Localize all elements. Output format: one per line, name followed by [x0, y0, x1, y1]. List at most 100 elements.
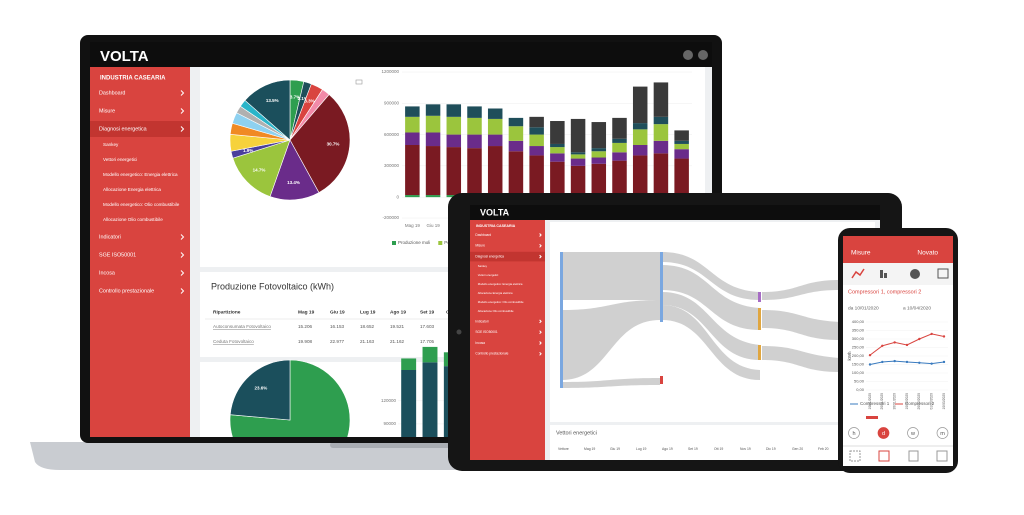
bar-segment	[674, 140, 689, 144]
table-header: Lug 19	[360, 309, 376, 315]
slice-label: 23.6%	[254, 385, 267, 390]
sidebar-subitem[interactable]: Modello energetico: Energia elettrica	[478, 282, 523, 286]
site-select[interactable]: Novato	[917, 250, 938, 257]
slice-label: 3.7%	[290, 94, 300, 99]
sidebar-item[interactable]: Incosa	[99, 270, 115, 276]
period-button[interactable]	[848, 427, 860, 439]
tab-icon[interactable]	[884, 273, 887, 278]
sidebar-item[interactable]: Indicatori	[475, 319, 488, 323]
sidebar-subitem[interactable]: Sankey	[478, 264, 488, 268]
bar-segment	[425, 115, 441, 133]
sankey-node	[758, 345, 761, 360]
tab-icon[interactable]	[851, 268, 865, 279]
sidebar-item[interactable]: Controllo prestazionale	[99, 288, 154, 294]
selector[interactable]: Compressori 1, compressori 2	[848, 289, 921, 295]
sidebar-item[interactable]: Diagnosi energetica	[99, 126, 147, 132]
nav-icon[interactable]	[908, 450, 919, 462]
nav-icon[interactable]	[936, 450, 948, 462]
period-label[interactable]: h	[852, 431, 855, 437]
section-title: Vettori energetici	[556, 430, 597, 436]
nav-icon[interactable]	[878, 450, 890, 462]
sidebar-item[interactable]: Dashboard	[475, 233, 491, 237]
sidebar-subitem[interactable]: Allocazione Energia elettrica	[478, 291, 513, 295]
slice-label: 14.7%	[253, 167, 266, 172]
bar-segment	[446, 104, 462, 117]
y-tick-label: 200,00	[852, 353, 865, 358]
bar-segment	[591, 122, 607, 149]
table-header: Gen 20	[792, 447, 803, 451]
legend-swatch	[438, 241, 443, 245]
bar-segment	[653, 82, 669, 117]
bar-segment	[487, 108, 503, 119]
sidebar-item[interactable]: Incosa	[475, 341, 485, 345]
icon[interactable]	[698, 50, 708, 60]
sidebar-item[interactable]: SGE ISO50001	[475, 330, 497, 334]
table-header: Set 19	[420, 309, 434, 315]
bar-segment	[612, 142, 627, 153]
sidebar-subitem[interactable]: Allocazione Olio combustibile	[103, 217, 163, 222]
point	[893, 341, 896, 344]
sidebar-title: INDUSTRIA CASEARIA	[476, 224, 516, 228]
sidebar-subitem[interactable]: Allocazione Olio combustibile	[478, 309, 514, 313]
menu-icon[interactable]	[355, 79, 363, 85]
x-tick-label: 10/02/2020	[905, 393, 909, 410]
point	[930, 332, 933, 336]
sidebar-item[interactable]: Dashboard	[99, 90, 125, 96]
bar-segment	[612, 138, 627, 143]
period-button[interactable]	[877, 427, 890, 439]
sidebar-subitem[interactable]: Vettori energetici	[478, 273, 499, 277]
chevron	[539, 243, 542, 248]
bar-segment	[422, 362, 438, 437]
period-label[interactable]: w	[910, 431, 915, 437]
chevron	[539, 319, 542, 324]
y-tick-label: 150,00	[852, 362, 865, 367]
date-to[interactable]: a 10/04/2020	[903, 305, 931, 311]
sidebar-item[interactable]: Diagnosi energetica	[475, 254, 504, 258]
period-button[interactable]	[936, 427, 949, 439]
sidebar-subitem[interactable]: Vettori energetici	[103, 157, 137, 162]
sidebar-subitem[interactable]: Modello energetico: Energia elettrica	[103, 172, 178, 177]
bar-segment	[550, 143, 565, 148]
bar-segment	[653, 116, 669, 125]
sidebar-item[interactable]: Indicatori	[99, 234, 121, 240]
bar-segment	[653, 153, 669, 196]
pie-slice	[229, 359, 351, 437]
header-title: Misure	[851, 250, 871, 257]
sidebar-subitem[interactable]: Modello energetico: Olio combustibile	[103, 202, 180, 207]
slice-label: 13.5%	[266, 98, 279, 103]
bar-segment	[570, 152, 586, 155]
sidebar-item[interactable]: Controllo prestazionale	[475, 352, 508, 356]
sidebar-item[interactable]: Misure	[475, 244, 485, 248]
tab-icon[interactable]	[937, 268, 949, 279]
tab-icon[interactable]	[880, 270, 883, 278]
x-tick-label: 01/03/2020	[930, 393, 934, 410]
icon[interactable]	[683, 50, 693, 60]
bar-segment	[550, 153, 565, 162]
bar-segment	[446, 147, 462, 196]
period-label[interactable]: m	[940, 431, 945, 437]
sidebar-subitem[interactable]: Sankey	[103, 142, 119, 147]
chevron	[180, 126, 185, 132]
bar-segment	[405, 132, 420, 145]
row-label[interactable]: Ceduta Fotovoltaico	[213, 339, 254, 344]
table-header: Dic 19	[766, 447, 776, 451]
nav-icon[interactable]	[849, 450, 861, 462]
sidebar-subitem[interactable]: Allocazione Energia elettrica	[103, 187, 161, 192]
point	[905, 343, 909, 347]
period-label[interactable]: d	[882, 431, 885, 437]
row-label[interactable]: Autoconsumata Fotovoltaico	[213, 324, 271, 329]
sidebar-subitem[interactable]: Modello energetico: Olio combustibile	[478, 300, 524, 304]
period-button[interactable]	[907, 427, 919, 439]
sidebar-item[interactable]: Misure	[99, 108, 115, 114]
table-header: Lug 19	[636, 447, 646, 451]
tab-icon[interactable]	[910, 269, 920, 279]
bar-segment	[612, 160, 627, 196]
point	[881, 344, 884, 347]
sidebar-item[interactable]: SGE ISO50001	[99, 252, 136, 258]
legend-label: Compressori 1	[860, 401, 890, 406]
x-tick-label: 10/03/2020	[942, 393, 946, 410]
bar-segment	[632, 86, 648, 124]
point	[868, 363, 872, 366]
pie-slice	[232, 139, 291, 197]
date-from[interactable]: da 10/01/2020	[848, 305, 879, 311]
